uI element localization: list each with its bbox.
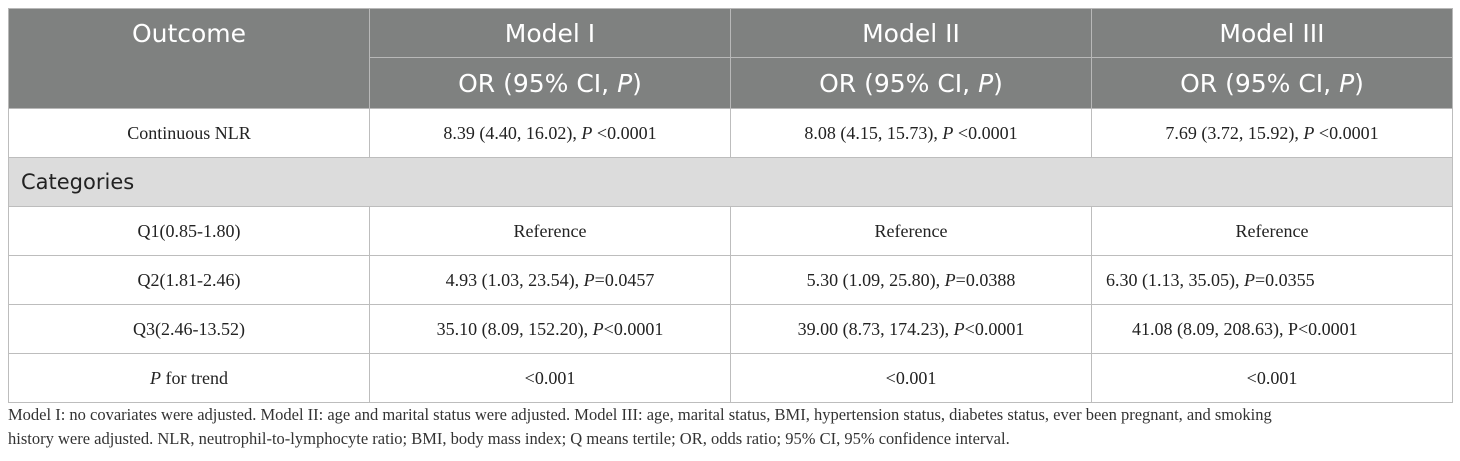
cell-text: 35.10 (8.09, 152.20), bbox=[436, 318, 593, 339]
categories-label: Categories bbox=[8, 157, 1453, 207]
footnote-line-2: history were adjusted. NLR, neutrophil-t… bbox=[8, 429, 1010, 448]
cell-q1-m1: Reference bbox=[369, 206, 731, 256]
cell-text: 41.08 (8.09, 208.63), P<0.0001 bbox=[1132, 318, 1358, 339]
cell-continuous-m2: 8.08 (4.15, 15.73), P <0.0001 bbox=[730, 108, 1092, 158]
p-italic: P bbox=[1244, 269, 1255, 290]
model-header-2: Model II bbox=[730, 8, 1092, 58]
cell-text: 8.08 (4.15, 15.73), bbox=[804, 122, 943, 143]
row-label-q2: Q2(1.81-2.46) bbox=[8, 255, 370, 305]
cell-q3-m1: 35.10 (8.09, 152.20), P<0.0001 bbox=[369, 304, 731, 354]
p-italic: P bbox=[978, 68, 994, 98]
cell-text: =0.0457 bbox=[594, 269, 655, 290]
table-row-q3: Q3(2.46-13.52) 35.10 (8.09, 152.20), P<0… bbox=[8, 304, 1453, 354]
or-label: OR (95% CI, bbox=[1180, 68, 1340, 98]
cell-trend-m1: <0.001 bbox=[369, 353, 731, 403]
cell-q3-m3: 41.08 (8.09, 208.63), P<0.0001 bbox=[1091, 304, 1453, 354]
table-row-trend: P for trend <0.001 <0.001 <0.001 bbox=[8, 353, 1453, 403]
or-close: ) bbox=[632, 68, 642, 98]
cell-text: <0.0001 bbox=[1314, 122, 1379, 143]
cell-text: 8.39 (4.40, 16.02), bbox=[443, 122, 582, 143]
or-close: ) bbox=[1354, 68, 1364, 98]
or-label: OR (95% CI, bbox=[458, 68, 618, 98]
table-row-q2: Q2(1.81-2.46) 4.93 (1.03, 23.54), P=0.04… bbox=[8, 255, 1453, 305]
p-italic: P bbox=[1339, 68, 1355, 98]
cell-text: 4.93 (1.03, 23.54), bbox=[445, 269, 584, 290]
results-table-container: Outcome Model I Model II Model III OR (9… bbox=[8, 8, 1453, 403]
cell-text: 6.30 (1.13, 35.05), bbox=[1106, 269, 1244, 290]
table-footnote: Model I: no covariates were adjusted. Mo… bbox=[8, 403, 1452, 451]
or-close: ) bbox=[993, 68, 1003, 98]
table-row-continuous: Continuous NLR 8.39 (4.40, 16.02), P <0.… bbox=[8, 108, 1453, 158]
cell-text: =0.0355 bbox=[1255, 269, 1315, 290]
or-subheader-2: OR (95% CI, P) bbox=[730, 57, 1092, 109]
footnote-line-1: Model I: no covariates were adjusted. Mo… bbox=[8, 405, 1272, 424]
cell-text: 5.30 (1.09, 25.80), bbox=[806, 269, 945, 290]
row-label-trend: P for trend bbox=[8, 353, 370, 403]
cell-q2-m2: 5.30 (1.09, 25.80), P=0.0388 bbox=[730, 255, 1092, 305]
cell-q3-m2: 39.00 (8.73, 174.23), P<0.0001 bbox=[730, 304, 1092, 354]
cell-text: <0.0001 bbox=[953, 122, 1018, 143]
or-label: OR (95% CI, bbox=[819, 68, 979, 98]
model-header-3: Model III bbox=[1091, 8, 1453, 58]
cell-text: 7.69 (3.72, 15.92), bbox=[1165, 122, 1304, 143]
row-label-continuous: Continuous NLR bbox=[8, 108, 370, 158]
p-italic: P bbox=[583, 269, 595, 290]
results-table: Outcome Model I Model II Model III OR (9… bbox=[8, 8, 1453, 403]
p-italic: P bbox=[592, 318, 604, 339]
cell-q2-m3: 6.30 (1.13, 35.05), P=0.0355 bbox=[1091, 255, 1453, 305]
table-row-categories: Categories bbox=[8, 157, 1453, 207]
or-subheader-3: OR (95% CI, P) bbox=[1091, 57, 1453, 109]
cell-trend-m2: <0.001 bbox=[730, 353, 1092, 403]
cell-q1-m3: Reference bbox=[1091, 206, 1453, 256]
cell-text: 39.00 (8.73, 174.23), bbox=[797, 318, 954, 339]
header-row: Outcome Model I Model II Model III bbox=[8, 8, 1453, 109]
table-row-q1: Q1(0.85-1.80) Reference Reference Refere… bbox=[8, 206, 1453, 256]
row-label-q1: Q1(0.85-1.80) bbox=[8, 206, 370, 256]
p-italic: P bbox=[942, 122, 954, 143]
cell-text: for trend bbox=[161, 367, 228, 388]
p-italic: P bbox=[617, 68, 633, 98]
p-italic: P bbox=[944, 269, 956, 290]
p-italic: P bbox=[1303, 122, 1315, 143]
subheader-row: OR (95% CI, P) OR (95% CI, P) OR (95% CI… bbox=[9, 57, 1453, 109]
p-italic: P bbox=[953, 318, 965, 339]
p-italic: P bbox=[581, 122, 593, 143]
model-header-1: Model I bbox=[369, 8, 731, 58]
cell-continuous-m3: 7.69 (3.72, 15.92), P <0.0001 bbox=[1091, 108, 1453, 158]
cell-text: <0.0001 bbox=[592, 122, 657, 143]
cell-q2-m1: 4.93 (1.03, 23.54), P=0.0457 bbox=[369, 255, 731, 305]
p-italic: P bbox=[150, 367, 161, 388]
cell-text: =0.0388 bbox=[955, 269, 1016, 290]
or-subheader-1: OR (95% CI, P) bbox=[369, 57, 731, 109]
cell-continuous-m1: 8.39 (4.40, 16.02), P <0.0001 bbox=[369, 108, 731, 158]
cell-trend-m3: <0.001 bbox=[1091, 353, 1453, 403]
outcome-header: Outcome bbox=[8, 8, 370, 109]
cell-text: <0.0001 bbox=[964, 318, 1025, 339]
cell-text: <0.0001 bbox=[603, 318, 664, 339]
row-label-q3: Q3(2.46-13.52) bbox=[8, 304, 370, 354]
cell-q1-m2: Reference bbox=[730, 206, 1092, 256]
